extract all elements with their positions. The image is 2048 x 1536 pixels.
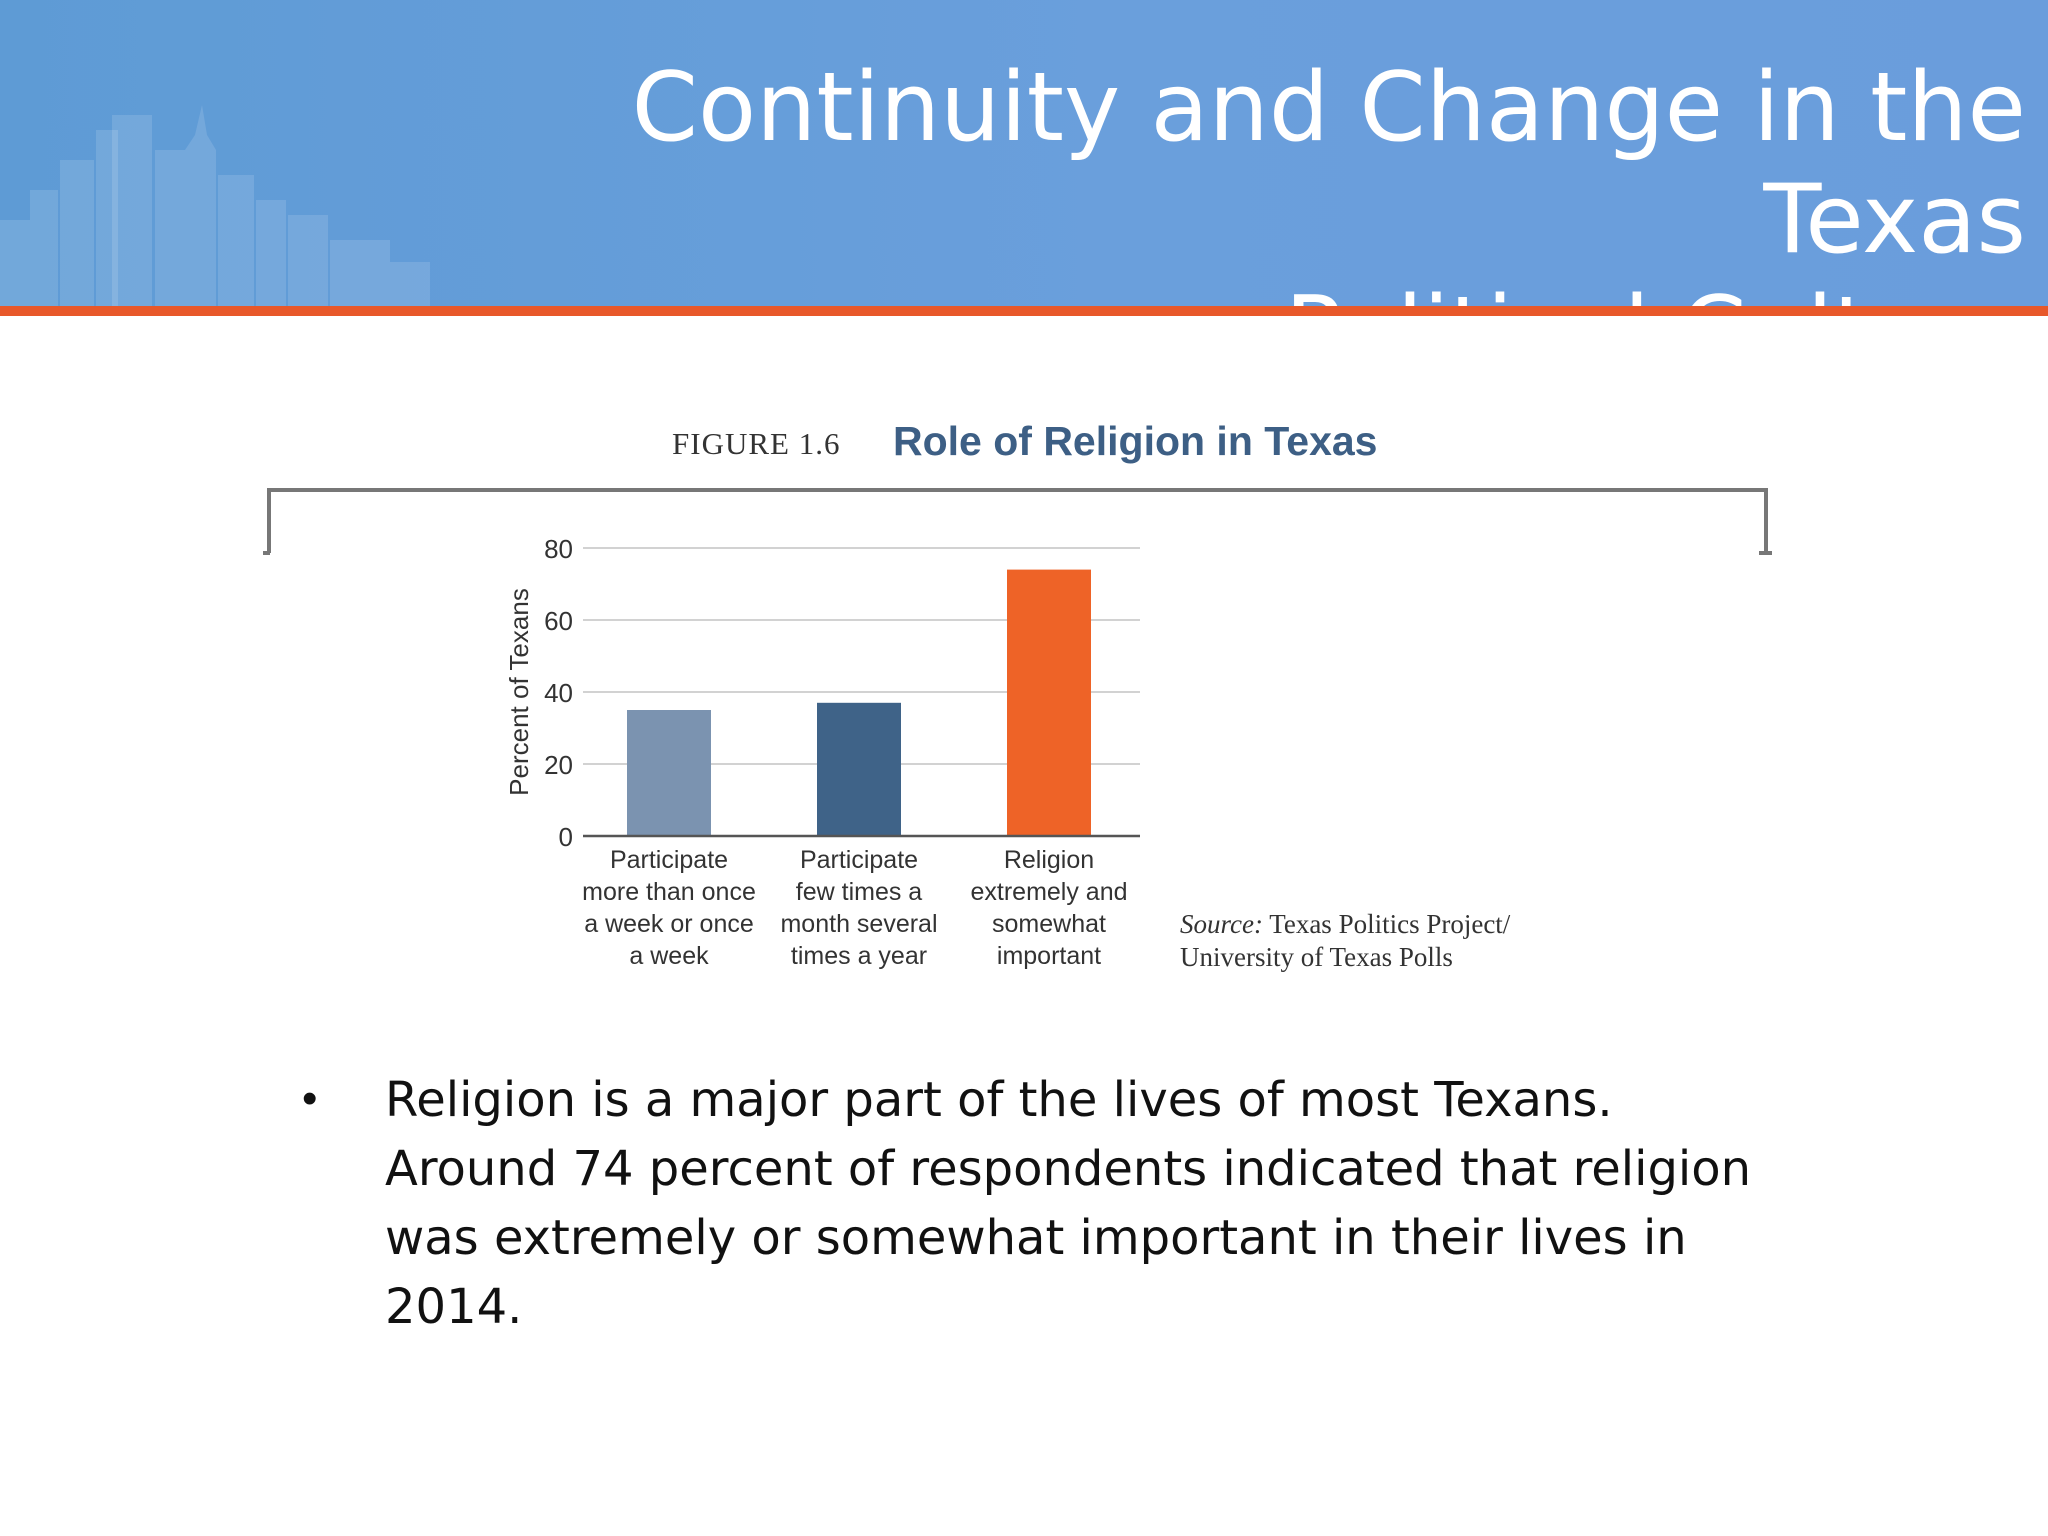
y-tick-label: 20 (544, 750, 573, 780)
x-category-label: Religion extremely and somewhat important (970, 846, 1127, 970)
figure-label: FIGURE 1.6 (672, 426, 841, 461)
axes: 0 20 40 60 80 Participate more than once a week… (544, 534, 1140, 970)
y-tick-label: 80 (544, 534, 573, 564)
bullet-marker: • (302, 1074, 318, 1123)
bullet-text: Religion is a major part of the lives of… (385, 1072, 1752, 1335)
bar (627, 710, 711, 836)
figure-bracket (263, 488, 1772, 555)
x-category-label: Participate more than once a week or once a… (582, 846, 756, 970)
y-axis-title: Percent of Texans (504, 588, 534, 796)
header-accent-rule (0, 306, 2048, 316)
x-category-label: Participate few times a month several times… (780, 846, 937, 970)
bar (817, 702, 901, 836)
source-text-line2: University of Texas Polls (1180, 942, 1453, 972)
source-label: Source: (1180, 909, 1263, 939)
figure-source: Source: Texas Politics Project/ Universi… (1180, 908, 1510, 974)
bars (627, 569, 1091, 836)
slide-title: Continuity and Change in the Texas Polit… (631, 53, 2026, 387)
bar (1007, 569, 1091, 836)
y-tick-label: 60 (544, 606, 573, 636)
y-tick-label: 40 (544, 678, 573, 708)
source-text-line1: Texas Politics Project/ (1269, 909, 1511, 939)
figure-title: Role of Religion in Texas (893, 418, 1378, 464)
slide-header: Continuity and Change in the Texas Polit… (0, 0, 2048, 387)
y-tick-label: 0 (559, 822, 573, 852)
city-skyline-watermark (0, 105, 430, 306)
